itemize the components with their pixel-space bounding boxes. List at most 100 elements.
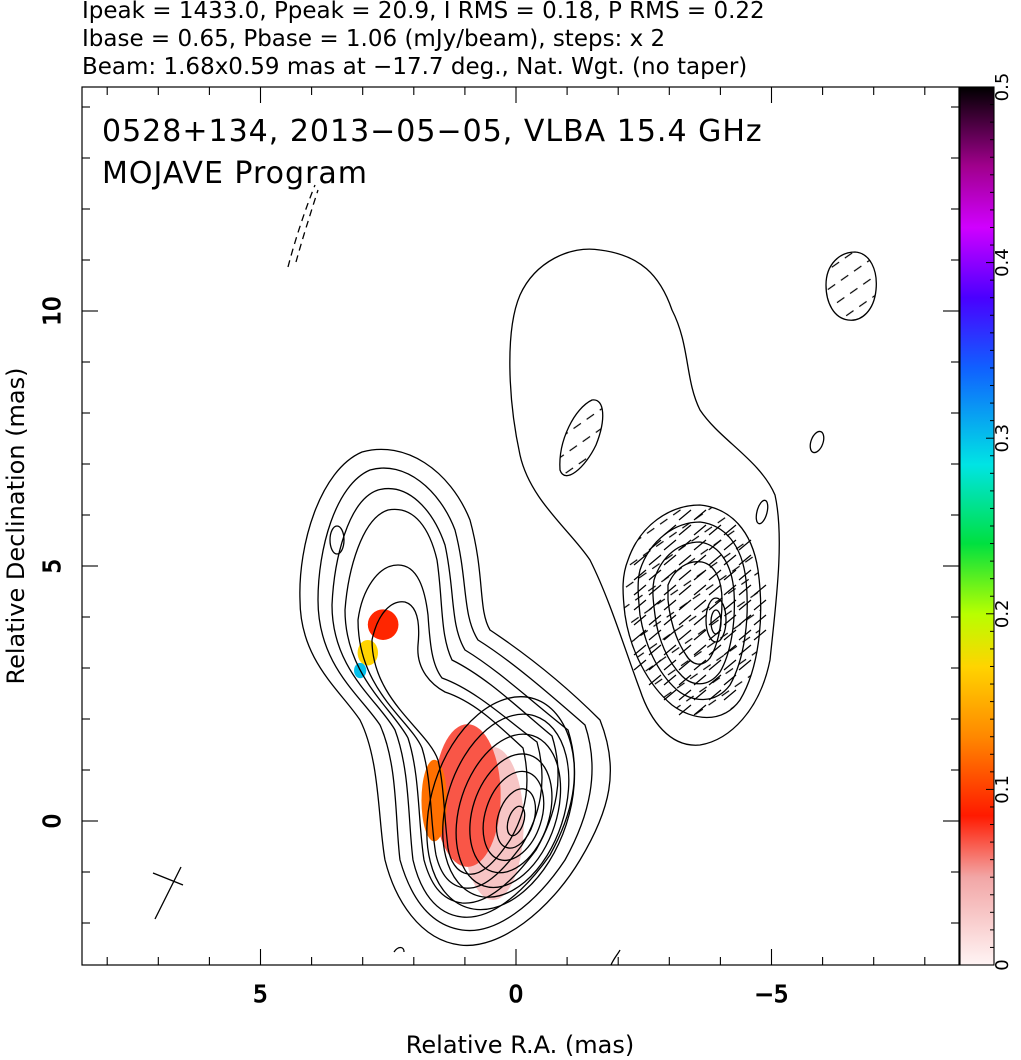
evpa-vector: [663, 659, 677, 671]
west-contour-outer: [509, 248, 780, 746]
evpa-vector: [633, 614, 647, 626]
evpa-vector: [723, 644, 737, 656]
west-contour-2: [622, 504, 762, 719]
western-component: [509, 248, 780, 746]
evpa-vector: [678, 689, 692, 701]
evpa-vector: [663, 614, 677, 626]
header-line-2: Ibase = 0.65, Pbase = 1.06 (mJy/beam), s…: [82, 26, 665, 52]
evpa-vector: [738, 644, 752, 656]
evpa-vector: [663, 524, 677, 536]
core-contour: [442, 713, 570, 898]
evpa-vector: [723, 584, 737, 596]
island-bottom-1: [393, 946, 405, 953]
core-contour: [495, 788, 537, 849]
beam-ellipse: [152, 866, 184, 920]
evpa-vector: [648, 644, 662, 656]
contour-islands: [287, 184, 877, 965]
evpa-vector: [663, 644, 677, 656]
evpa-vector: [663, 629, 677, 641]
evpa-vector: [693, 644, 707, 656]
x-tick-label: −5: [755, 982, 789, 1008]
evpa-vector: [693, 704, 707, 716]
evpa-vector: [693, 629, 707, 641]
evpa-vector: [708, 644, 722, 656]
evpa-vector: [738, 614, 752, 626]
jet-contour-2: [317, 467, 593, 932]
evpa-vector: [708, 599, 722, 611]
y-tick-label: 0: [40, 814, 66, 829]
plot-subtitle: MOJAVE Program: [102, 156, 368, 191]
evpa-vector: [648, 584, 662, 596]
west-contour-4: [652, 541, 736, 685]
evpa-vector: [693, 554, 707, 566]
evpa-vector: [648, 629, 662, 641]
evpa-vector: [753, 629, 767, 641]
evpa-vector: [723, 614, 737, 626]
evpa-vector: [738, 659, 752, 671]
evpa-vector: [648, 569, 662, 581]
core-contour: [506, 805, 526, 837]
colorbar: [959, 86, 995, 966]
axis-ticks: 5 0 −5 0 5 10: [39, 87, 959, 1009]
evpa-vector: [648, 674, 662, 686]
pol-patch: [367, 609, 399, 640]
x-tick-label: 0: [509, 982, 524, 1008]
jet-contour-6: [371, 601, 528, 875]
jet-contour-knot: [329, 525, 345, 555]
evpa-vector: [723, 569, 737, 581]
x-axis-label: Relative R.A. (mas): [406, 1031, 634, 1059]
evpa-vector: [693, 569, 707, 581]
evpa-vector: [678, 524, 692, 536]
island-small-2: [755, 499, 769, 525]
colorbar-tick-label: 0.5: [992, 73, 1013, 102]
evpa-vector: [633, 599, 647, 611]
evpa-vector: [708, 584, 722, 596]
x-tick-label: 5: [253, 982, 268, 1008]
evpa-vector: [753, 614, 767, 626]
jet-contour-3: [331, 488, 576, 918]
evpa-vector: [663, 569, 677, 581]
core-contour: [469, 753, 553, 874]
evpa-vector: [648, 539, 662, 551]
evpa-vector: [663, 554, 677, 566]
evpa-vector: [693, 539, 707, 551]
evpa-vector: [723, 659, 737, 671]
evpa-vector: [738, 539, 752, 551]
colorbar-ticks: 0 0.1 0.2 0.3 0.4 0.5: [986, 73, 1013, 971]
evpa-vector: [663, 689, 677, 701]
evpa-vector: [708, 614, 722, 626]
evpa-vector: [708, 554, 722, 566]
west-contour-5: [667, 561, 723, 665]
evpa-vector: [708, 659, 722, 671]
evpa-vector: [723, 524, 737, 536]
west-contour-3: [637, 521, 748, 701]
colorbar-tick-label: 0: [992, 959, 1013, 970]
evpa-vector: [693, 689, 707, 701]
colorbar-tick-label: 0.4: [992, 248, 1013, 277]
plot-title: 0528+134, 2013−05−05, VLBA 15.4 GHz: [102, 114, 763, 149]
evpa-vector: [678, 629, 692, 641]
evpa-vector: [708, 569, 722, 581]
evpa-vector: [678, 704, 692, 716]
y-tick-label: 10: [40, 296, 66, 325]
core-contours: [426, 696, 576, 911]
core-contour: [455, 733, 562, 889]
evpa-vector: [678, 554, 692, 566]
evpa-vector: [633, 629, 647, 641]
evpa-vector: [663, 584, 677, 596]
jet-contour-5: [357, 564, 543, 889]
evpa-vector: [633, 644, 647, 656]
polarization-vectors: [633, 509, 767, 716]
colorbar-tick-label: 0.1: [992, 775, 1013, 804]
evpa-vector: [678, 584, 692, 596]
evpa-vector: [693, 599, 707, 611]
colorbar-tick-label: 0.3: [992, 424, 1013, 453]
evpa-vector: [663, 599, 677, 611]
colorbar-tick-label: 0.2: [992, 599, 1013, 628]
evpa-vector: [678, 644, 692, 656]
y-tick-label: 5: [40, 559, 66, 574]
evpa-vector: [738, 599, 752, 611]
evpa-vector: [678, 509, 692, 521]
island-dashed-nw: [287, 184, 316, 268]
